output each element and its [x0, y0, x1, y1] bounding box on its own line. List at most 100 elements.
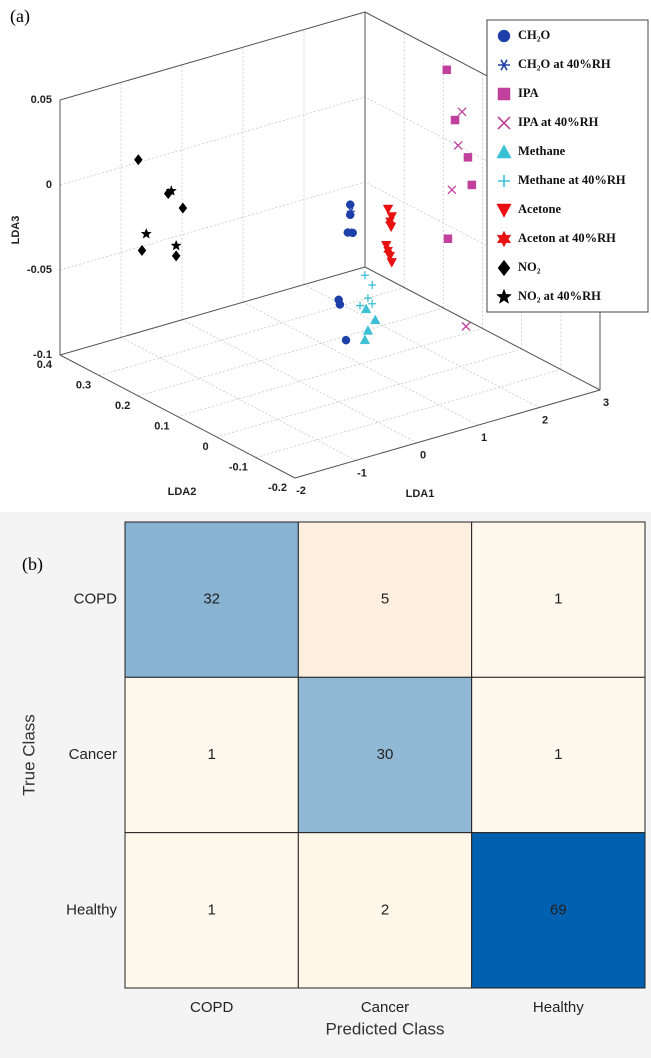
y-tick-label: COPD: [74, 591, 118, 608]
grid-line: [255, 369, 561, 458]
data-point: [383, 244, 394, 256]
legend-marker: [496, 203, 512, 218]
box-edge: [364, 266, 601, 391]
data-point: [461, 321, 471, 331]
box-edge: [59, 266, 366, 356]
data-point: [140, 227, 152, 239]
panel-label: (a): [10, 6, 30, 27]
cell-value: 2: [381, 901, 389, 918]
matrix-cell: [297, 521, 473, 678]
x-axis-label: LDA1: [406, 488, 435, 500]
y-tick-label: 0.2: [115, 400, 130, 412]
legend-marker: [497, 116, 511, 130]
matrix-cell: [124, 676, 299, 834]
matrix-cell: [297, 832, 473, 989]
legend: CH₂O CH₂O at 40%RH IPA IPA at 40%RH Methane M…: [486, 19, 649, 313]
grid-line: [99, 287, 405, 376]
data-point: [346, 207, 355, 216]
x-axis-label: Predicted Class: [325, 1019, 444, 1038]
legend-label: Methane at 40%RH: [518, 173, 626, 187]
box-edge: [59, 11, 366, 101]
legend-label: NO₂: [518, 260, 541, 274]
legend-label: NO₂ at 40%RH: [518, 289, 601, 303]
cell-value: 1: [207, 746, 215, 763]
y-tick-label: 0.4: [37, 359, 53, 371]
matrix-cell: [471, 676, 646, 834]
legend-label: IPA: [518, 86, 539, 100]
y-tick-label: Cancer: [69, 746, 117, 763]
legend-marker: [496, 230, 512, 248]
data-point: [442, 65, 452, 75]
data-point: [137, 244, 147, 257]
z-tick-label: 0: [46, 179, 52, 191]
legend-marker: [497, 87, 511, 101]
z-axis-label: LDA3: [10, 216, 22, 245]
matrix-cell: [471, 832, 646, 989]
grid-line: [242, 301, 479, 426]
x-tick-label: 3: [603, 397, 609, 409]
data-point: [171, 250, 181, 262]
data-point: [450, 115, 460, 125]
x-tick-label: -2: [296, 485, 306, 497]
cell-value: 1: [554, 746, 562, 763]
legend-label: Methane: [518, 144, 566, 158]
y-tick-label: 0: [203, 441, 209, 453]
data-point: [345, 228, 354, 236]
data-point: [134, 154, 143, 166]
z-tick-label: -0.05: [27, 264, 52, 276]
grid-line: [177, 328, 483, 417]
y-axis-label: True Class: [19, 714, 38, 796]
data-point: [178, 202, 188, 214]
data-point: [368, 281, 377, 290]
data-point: [335, 300, 345, 309]
data-point: [360, 271, 369, 280]
z-tick-label: 0.05: [31, 94, 52, 106]
data-point: [165, 185, 177, 196]
cell-value: 32: [203, 591, 220, 608]
x-tick-label: COPD: [190, 999, 234, 1016]
data-point: [341, 335, 351, 345]
grid-line: [138, 307, 444, 397]
data-point: [370, 314, 381, 325]
legend-label: CH₂O: [518, 28, 550, 42]
cell-value: 69: [550, 901, 567, 918]
grid-line: [181, 319, 418, 444]
x-tick-label: 1: [481, 432, 487, 444]
data-point: [382, 204, 394, 215]
data-point: [346, 200, 355, 209]
matrix-cell: [471, 521, 646, 678]
panel-label: (b): [22, 554, 43, 575]
box-edge: [59, 354, 296, 479]
legend-label: Acetone: [518, 202, 561, 216]
legend-marker: [497, 29, 511, 43]
data-point: [467, 180, 477, 190]
x-tick-label: 0: [420, 450, 426, 462]
matrix-cell: [124, 521, 299, 678]
legend-box: [486, 19, 649, 313]
legend-marker: [496, 144, 512, 159]
grid-line: [120, 337, 357, 461]
data-point: [463, 153, 473, 162]
x-tick-label: Cancer: [361, 999, 409, 1016]
z-tick-label: -0.1: [33, 349, 52, 361]
matrix-cell: [297, 676, 473, 834]
data-point: [453, 141, 463, 150]
x-tick-label: -1: [357, 467, 367, 479]
y-tick-label: 0.3: [76, 379, 91, 391]
y-axis-label: LDA2: [168, 486, 197, 498]
data-point: [362, 325, 374, 335]
cell-value: 1: [207, 901, 215, 918]
legend-label: IPA at 40%RH: [518, 115, 599, 129]
y-tick-label: 0.1: [154, 420, 169, 432]
data-point: [360, 303, 372, 314]
legend-marker: [498, 59, 510, 71]
data-point: [384, 214, 395, 227]
data-point: [170, 239, 182, 251]
y-tick-label: -0.1: [229, 461, 248, 473]
x-tick-label: Healthy: [533, 999, 584, 1016]
box-edge: [294, 389, 601, 479]
matrix-cell: [124, 832, 299, 989]
data-point: [368, 299, 377, 308]
cell-value: 1: [554, 591, 562, 608]
